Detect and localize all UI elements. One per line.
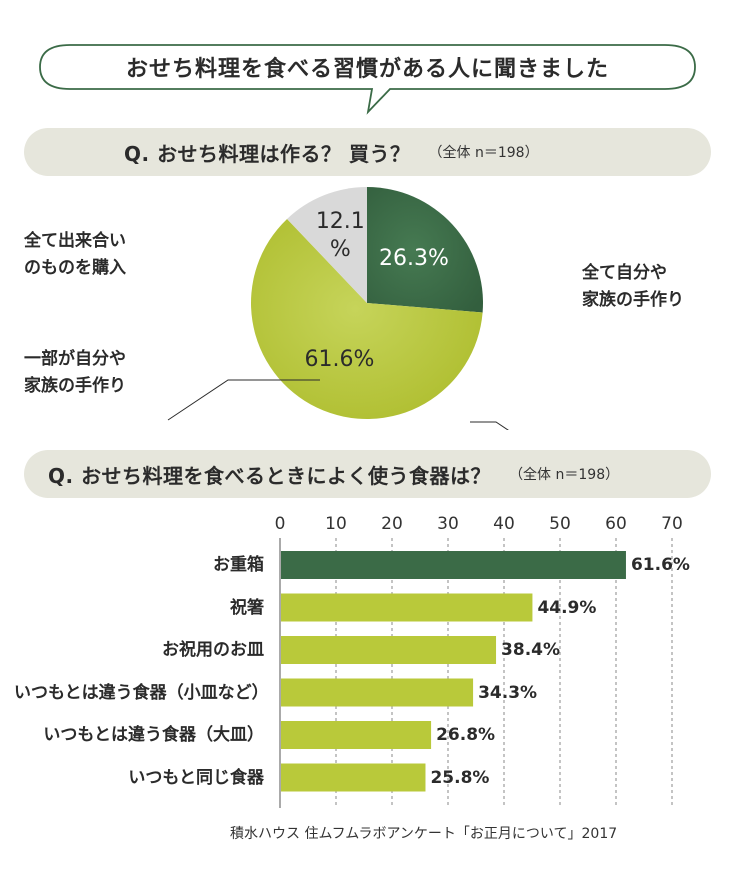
bar xyxy=(281,593,533,622)
bar xyxy=(281,678,474,707)
bar xyxy=(281,551,626,579)
question-1-bar: Q. おせち料理は作る？ 買う？ （全体 n＝198） xyxy=(24,128,711,176)
headline: おせち料理を食べる習慣がある人に聞きました xyxy=(125,57,609,82)
value-label: 25.8% xyxy=(430,767,490,788)
x-tick-label: 50 xyxy=(549,514,571,534)
category-label: いつもとは違う食器（小皿など） xyxy=(14,682,269,703)
question-2-text: Q. おせち料理を食べるときによく使う食器は？ xyxy=(48,463,492,488)
bar xyxy=(281,763,426,792)
bar xyxy=(281,721,432,749)
x-tick-label: 70 xyxy=(661,514,683,534)
value-label: 34.3% xyxy=(478,682,538,703)
pie-value-label: 12.1% xyxy=(315,209,365,263)
bar xyxy=(281,636,497,664)
pie-chart xyxy=(167,187,509,430)
pie-value-label: 61.6% xyxy=(304,346,375,372)
pie-slice-handmade-all xyxy=(367,187,484,313)
value-label: 26.8% xyxy=(436,725,496,745)
x-tick-label: 20 xyxy=(381,514,403,534)
leader-line-handmade-all xyxy=(470,421,509,430)
pie-value-label: 26.3% xyxy=(378,245,449,271)
x-tick-label: 0 xyxy=(274,514,286,534)
value-label: 38.4% xyxy=(501,640,561,660)
question-2-bar: Q. おせち料理を食べるときによく使う食器は？ （全体 n＝198） xyxy=(24,450,711,498)
category-label: お祝用のお皿 xyxy=(162,640,264,660)
x-tick-label: 60 xyxy=(605,514,627,534)
value-label: 44.9% xyxy=(537,597,597,618)
x-tick-label: 30 xyxy=(437,514,459,534)
leader-line-purchased xyxy=(167,379,320,421)
pie-slice-purchased xyxy=(287,187,367,303)
pie-label-handmade-all: 全て自分や 家族の手作り xyxy=(582,263,684,310)
category-label: いつもとは違う食器（大皿） xyxy=(43,725,264,745)
pie-slice-handmade-partial xyxy=(251,218,483,419)
category-label: 祝箸 xyxy=(230,597,264,618)
question-1-note: （全体 n＝198） xyxy=(428,145,539,161)
question-1-text: Q. おせち料理は作る？ 買う？ xyxy=(124,141,411,166)
category-label: いつもと同じ食器 xyxy=(128,767,264,788)
pie-label-purchased: 全て出来合い のものを購入 xyxy=(24,231,126,278)
question-2-note: （全体 n＝198） xyxy=(509,467,620,483)
x-tick-label: 40 xyxy=(493,514,515,534)
category-label: お重箱 xyxy=(213,555,264,575)
value-label: 61.6% xyxy=(630,555,690,575)
pie-label-handmade-partial: 一部が自分や 家族の手作り xyxy=(24,349,126,396)
speech-bubble xyxy=(39,44,696,115)
x-tick-label: 10 xyxy=(325,514,347,534)
source-note: 積水ハウス 住ムフムラボアンケート「お正月について」2017 xyxy=(230,826,618,842)
